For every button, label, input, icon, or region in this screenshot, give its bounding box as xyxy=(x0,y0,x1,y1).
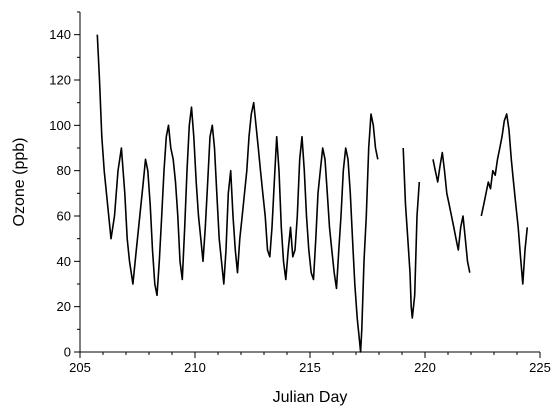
y-tick-label: 140 xyxy=(49,27,71,42)
ozone-series-line xyxy=(480,113,529,285)
x-tick-label: 205 xyxy=(69,360,91,375)
ozone-series-line xyxy=(402,147,421,319)
y-tick-label: 0 xyxy=(64,345,71,360)
y-tick-label: 100 xyxy=(49,118,71,133)
y-tick-label: 40 xyxy=(57,254,71,269)
y-axis-title: Ozone (ppb) xyxy=(11,138,28,227)
y-tick-label: 80 xyxy=(57,163,71,178)
y-axis: 0 20 40 60 80 100 120 140 xyxy=(49,11,81,360)
x-axis: 205 210 215 220 225 xyxy=(69,351,551,375)
x-tick-label: 225 xyxy=(529,360,551,375)
x-tick-label: 210 xyxy=(184,360,206,375)
y-tick-label: 120 xyxy=(49,73,71,88)
x-tick-label: 220 xyxy=(414,360,436,375)
series-layer xyxy=(96,34,529,353)
x-axis-title: Julian Day xyxy=(273,389,348,406)
y-tick-label: 20 xyxy=(57,299,71,314)
ozone-series-line xyxy=(432,151,471,273)
y-tick-label: 60 xyxy=(57,209,71,224)
ozone-series-line xyxy=(96,34,379,353)
x-tick-label: 215 xyxy=(299,360,321,375)
